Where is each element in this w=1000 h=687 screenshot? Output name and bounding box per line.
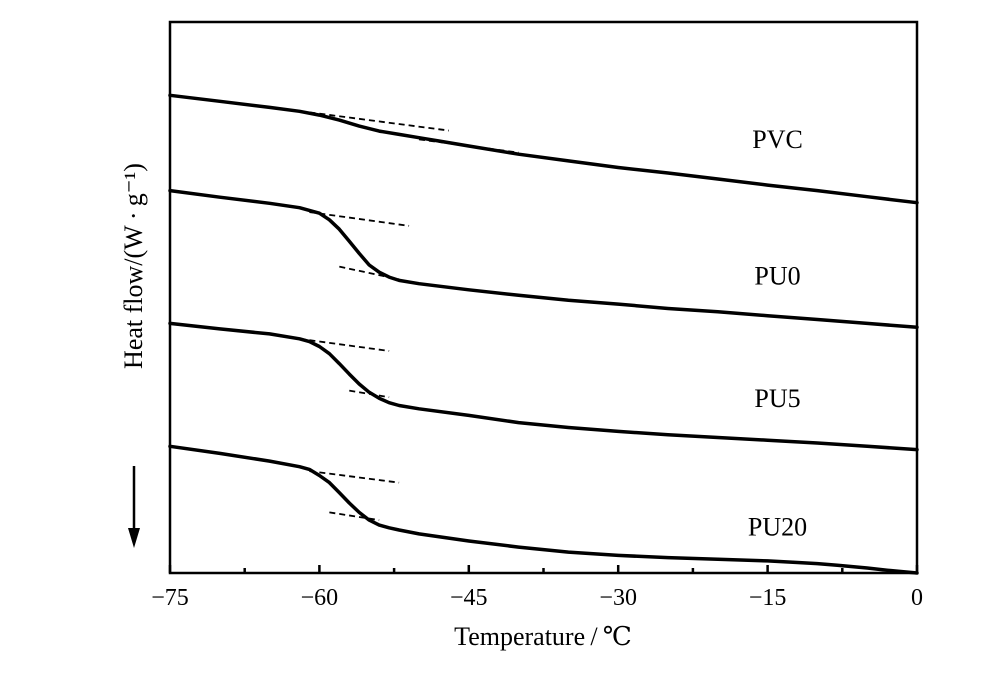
x-tick-label: −15 [749, 585, 787, 611]
y-axis-label: Heat flow/(W · g⁻¹) [119, 163, 148, 369]
x-tick-label: 0 [911, 585, 923, 611]
series-label-pvc: PVC [752, 125, 803, 154]
tangent-line-pu20 [309, 470, 400, 484]
tangent-line-pvc [309, 111, 449, 132]
tangent-line-pu5 [299, 337, 390, 352]
series-label-pu5: PU5 [754, 384, 800, 413]
x-tick-label: −45 [450, 585, 488, 611]
down-arrow-icon [128, 466, 140, 548]
x-tick-label: −30 [599, 585, 637, 611]
x-axis-label: Temperature / ℃ [454, 622, 632, 651]
series-curves [168, 93, 919, 575]
x-tick-label: −75 [151, 585, 189, 611]
series-line-pu0 [168, 188, 919, 330]
series-line-pvc [168, 93, 919, 205]
series-labels: PVC PU0 PU5 PU20 [748, 125, 807, 541]
tangent-line-pu0 [309, 211, 410, 227]
x-tick-label: −60 [301, 585, 339, 611]
x-tick-labels: −75 −60 −45 −30 −15 0 [151, 585, 923, 611]
series-line-pu20 [168, 444, 919, 575]
tangent-line-pu20 [329, 511, 380, 521]
x-ticks [168, 565, 919, 573]
tangent-lines [299, 111, 519, 521]
series-label-pu0: PU0 [754, 261, 800, 290]
series-line-pu5 [168, 321, 919, 452]
series-label-pu20: PU20 [748, 512, 807, 541]
